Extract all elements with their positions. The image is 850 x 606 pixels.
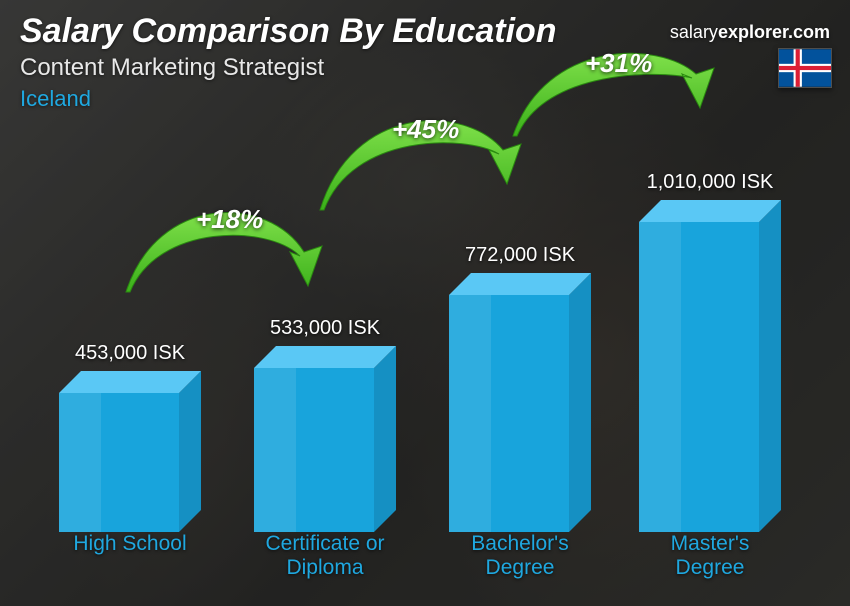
bar-group: 772,000 ISKBachelor'sDegree <box>430 273 610 586</box>
increase-arrow: +18% <box>118 190 338 300</box>
increase-pct: +31% <box>585 48 652 79</box>
watermark-suffix: explorer.com <box>718 22 830 42</box>
increase-arrow: +31% <box>505 36 730 144</box>
bar-label: High School <box>40 532 220 586</box>
bar-3d <box>620 200 800 532</box>
bar-3d <box>430 273 610 532</box>
bar-label: Certificate orDiploma <box>235 532 415 586</box>
bar-3d <box>235 346 415 532</box>
bar-group: 453,000 ISKHigh School <box>40 371 220 586</box>
increase-pct: +18% <box>196 204 263 235</box>
bar-value: 453,000 ISK <box>75 342 185 365</box>
increase-arrow: +45% <box>312 100 537 218</box>
bar-value: 533,000 ISK <box>270 317 380 340</box>
bar-label: Master'sDegree <box>620 532 800 586</box>
bar-group: 533,000 ISKCertificate orDiploma <box>235 346 415 586</box>
bar-value: 1,010,000 ISK <box>647 171 774 194</box>
iceland-flag-icon <box>778 48 832 88</box>
bar-label: Bachelor'sDegree <box>430 532 610 586</box>
bar-group: 1,010,000 ISKMaster'sDegree <box>620 200 800 586</box>
bar-value: 772,000 ISK <box>465 244 575 267</box>
bar-3d <box>40 371 220 532</box>
increase-pct: +45% <box>392 114 459 145</box>
infographic-root: Salary Comparison By Education Content M… <box>0 0 850 606</box>
page-subtitle: Content Marketing Strategist <box>20 54 324 82</box>
page-title: Salary Comparison By Education <box>20 12 557 51</box>
country-label: Iceland <box>20 86 91 112</box>
